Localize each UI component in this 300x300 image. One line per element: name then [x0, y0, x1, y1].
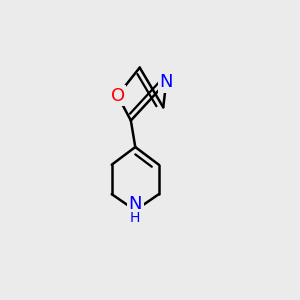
Text: H: H — [130, 211, 140, 225]
Text: O: O — [110, 86, 125, 104]
Text: N: N — [128, 195, 142, 213]
Text: N: N — [159, 73, 173, 91]
